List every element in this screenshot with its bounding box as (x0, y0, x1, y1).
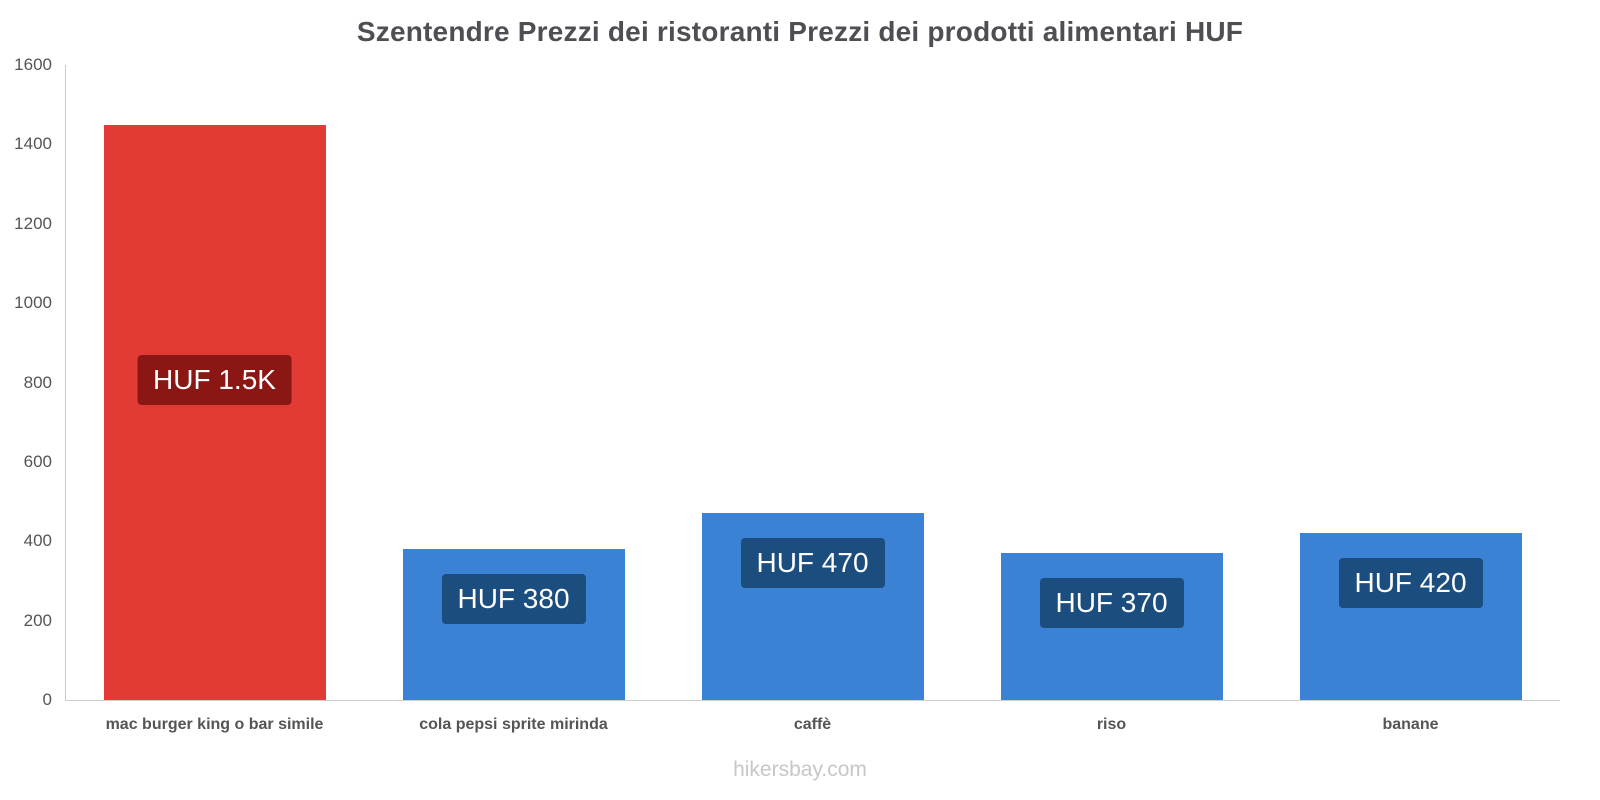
watermark-text: hikersbay.com (733, 758, 867, 781)
bar-value-label: HUF 1.5K (137, 354, 292, 405)
x-axis-label: caffè (793, 716, 832, 733)
bar-1 (402, 549, 625, 700)
y-axis-tick-label: 600 (23, 451, 52, 471)
bar-value-label: HUF 420 (1338, 558, 1483, 609)
y-axis-line (65, 65, 66, 700)
bar-0 (103, 124, 326, 700)
chart-title: Szentendre Prezzi dei ristoranti Prezzi … (356, 16, 1244, 47)
y-axis-tick-label: 1200 (14, 213, 52, 233)
bar-value-label: HUF 370 (1039, 578, 1184, 629)
y-axis-tick-label: 0 (42, 690, 52, 709)
x-axis-label: cola pepsi sprite mirinda (419, 716, 608, 733)
y-axis-tick-label: 400 (23, 531, 52, 551)
bar-value-label: HUF 380 (441, 574, 586, 625)
x-axis-label: riso (1096, 716, 1127, 733)
bar-value-label: HUF 470 (740, 538, 885, 589)
x-axis-label: banane (1382, 716, 1439, 733)
x-axis-label: mac burger king o bar simile (105, 716, 324, 733)
y-axis-tick-label: 800 (23, 372, 52, 392)
y-axis-tick-label: 1600 (14, 55, 52, 74)
y-axis-tick-label: 1400 (14, 134, 52, 154)
y-axis-tick-label: 1000 (14, 293, 52, 313)
x-axis-line (65, 700, 1560, 701)
y-axis-tick-label: 200 (23, 610, 52, 630)
